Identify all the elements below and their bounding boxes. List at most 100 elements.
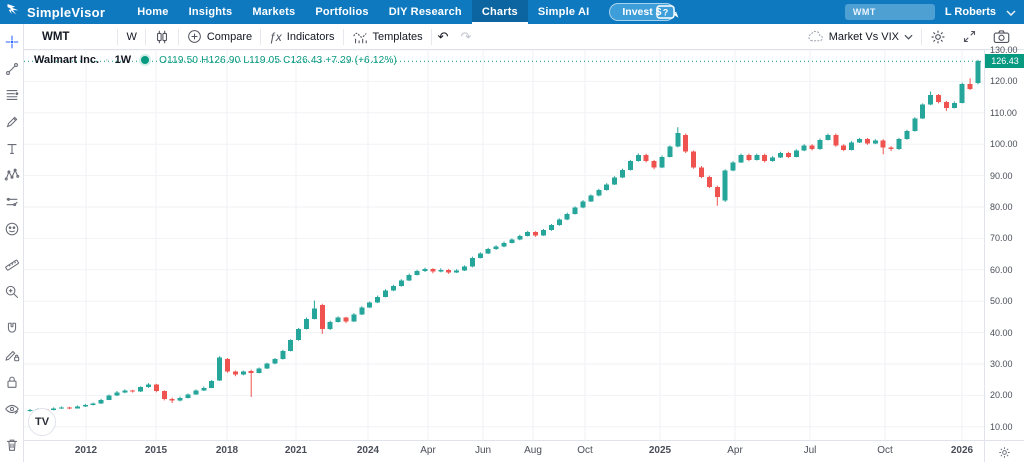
price-tick: 50.00 [990, 296, 1013, 307]
tool-text-icon[interactable] [2, 139, 22, 159]
time-axis[interactable]: 2012 2015 2018 2021 2024 Apr Jun Aug Oct 2025 Apr J… [24, 440, 1024, 462]
chart-settings-gear-icon[interactable] [922, 29, 954, 45]
tool-crosshair-icon[interactable] [2, 32, 22, 52]
tool-trash-icon[interactable] [2, 435, 22, 455]
nav-item-simple-ai[interactable]: Simple AI [537, 6, 590, 18]
price-tick: 100.00 [990, 139, 1018, 150]
price-tick: 120.00 [990, 76, 1018, 87]
tool-ruler-icon[interactable] [2, 255, 22, 275]
undo-icon[interactable]: ↶ [437, 28, 449, 44]
templates-button[interactable]: Templates [344, 24, 431, 49]
layout-menu-button[interactable]: Market Vs VIX [799, 29, 921, 44]
legend-dot: · [105, 54, 109, 66]
legend-ohlc-values: O119.50 H126.90 L119.05 C126.43 +7.29 (+… [159, 54, 398, 66]
price-tick: 70.00 [990, 233, 1013, 244]
user-menu-chevron-down-icon[interactable] [1006, 3, 1016, 21]
series-visibility-dot-icon[interactable] [141, 56, 150, 64]
price-tick: 20.00 [990, 390, 1013, 401]
nav-item-diy-research[interactable]: DIY Research [388, 6, 462, 18]
nav-item-home[interactable]: Home [137, 6, 169, 18]
nav-item-portfolios[interactable]: Portfolios [315, 6, 369, 18]
time-tick: Jun [474, 445, 492, 456]
compare-plus-icon [187, 29, 202, 44]
cloud-layout-icon [807, 29, 824, 44]
compare-button[interactable]: Compare [179, 24, 260, 49]
toolbar-separator [342, 28, 344, 45]
tradingview-logo[interactable]: TV [28, 408, 56, 436]
toolbar-separator [921, 28, 922, 45]
drawing-toolbar [0, 24, 24, 462]
time-tick: 2012 [74, 445, 98, 456]
user-name: L Roberts [944, 6, 996, 18]
legend-symbol-name: Walmart Inc. [34, 54, 99, 66]
interval-button[interactable]: W [126, 30, 137, 43]
tool-xabcd-pattern-icon[interactable] [2, 166, 22, 186]
price-tick: 90.00 [990, 170, 1013, 181]
time-tick: 2015 [144, 445, 168, 456]
compare-label: Compare [206, 30, 253, 43]
tool-draw-lock-icon[interactable] [2, 345, 22, 365]
price-axis[interactable]: 130.00 120.00 110.00 100.00 90.00 80.00 70.00 6… [984, 45, 1024, 440]
layout-chevron-down-icon [904, 34, 913, 40]
tool-emoji-icon[interactable] [2, 219, 22, 239]
chart-toolbar: WMT W Compare ƒx Indicato [24, 24, 1024, 50]
tool-brush-icon[interactable] [2, 112, 22, 132]
price-tick: 10.00 [990, 421, 1013, 432]
nav-item-insights[interactable]: Insights [188, 6, 233, 18]
tool-long-position-icon[interactable] [2, 192, 22, 212]
tool-magnet-icon[interactable] [2, 319, 22, 339]
brand-name: SimpleVisor [27, 4, 106, 20]
toolbar-separator [144, 28, 146, 45]
brand[interactable]: SimpleVisor [6, 2, 105, 23]
screenshot-camera-icon[interactable] [985, 29, 1018, 44]
redo-icon[interactable]: ↷ [460, 28, 472, 44]
chart-area: Walmart Inc. · 1W O119.50 H126.90 L119.0… [24, 45, 1024, 440]
tool-lock-all-icon[interactable] [2, 372, 22, 392]
chart-legend[interactable]: Walmart Inc. · 1W O119.50 H126.90 L119.0… [34, 54, 397, 66]
time-tick: Apr [727, 445, 743, 456]
price-tick: 130.00 [990, 45, 1018, 55]
symbol-button[interactable]: WMT [42, 30, 70, 43]
simplevisor-logo-icon [6, 2, 22, 23]
chart-style-candles-icon[interactable] [146, 24, 178, 49]
time-tick: 2025 [648, 445, 672, 456]
layout-name: Market Vs VIX [828, 30, 899, 43]
price-tick: 110.00 [990, 107, 1017, 118]
time-tick: Jul [803, 445, 817, 456]
nav-menu: Home Insights Markets Portfolios DIY Res… [127, 0, 599, 24]
axis-settings-gear-icon[interactable] [984, 441, 1024, 462]
tool-trend-line-icon[interactable] [2, 59, 22, 79]
nav-item-markets[interactable]: Markets [252, 6, 296, 18]
nav-item-charts[interactable]: Charts [471, 0, 528, 24]
price-tick: 60.00 [990, 264, 1013, 275]
time-tick: 2026 [950, 445, 974, 456]
help-icon[interactable]: ? [655, 4, 679, 25]
chart-canvas[interactable] [24, 50, 984, 440]
time-tick: Oct [877, 445, 893, 456]
last-price-label: 126.43 [985, 54, 1024, 69]
price-tick: 40.00 [990, 327, 1013, 338]
time-tick: 2018 [215, 445, 239, 456]
toolbar-separator [117, 28, 119, 45]
price-tick: 80.00 [990, 202, 1013, 212]
indicators-button[interactable]: ƒx Indicators [261, 24, 342, 49]
templates-icon [352, 29, 368, 45]
top-navbar: SimpleVisor Home Insights Markets Portfo… [0, 0, 1024, 24]
invest-button[interactable]: Invest $ [609, 3, 675, 21]
legend-interval: 1W [114, 54, 132, 66]
templates-label: Templates [372, 30, 423, 43]
time-tick: Aug [524, 445, 542, 456]
indicators-fx-icon: ƒx [269, 29, 282, 44]
toolbar-separator [177, 28, 179, 45]
time-tick: Apr [420, 445, 436, 456]
tool-fib-retracement-icon[interactable] [2, 85, 22, 105]
indicators-label: Indicators [286, 30, 335, 43]
toolbar-separator [260, 28, 262, 45]
svg-text:?: ? [663, 8, 669, 18]
time-tick: 2021 [284, 445, 308, 456]
search-input[interactable] [844, 4, 935, 20]
tool-zoom-in-icon[interactable] [2, 282, 22, 302]
tool-hide-drawings-icon[interactable] [2, 399, 22, 419]
toolbar-separator [430, 28, 432, 45]
fullscreen-icon[interactable] [954, 29, 985, 44]
